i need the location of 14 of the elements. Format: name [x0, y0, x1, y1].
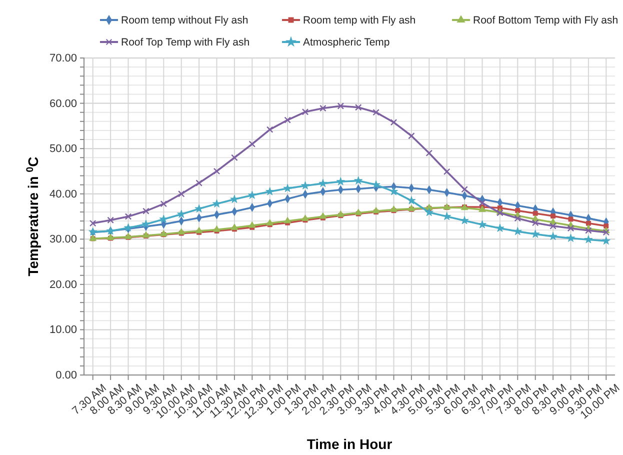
y-tick-label: 70.00	[49, 52, 77, 65]
legend-label: Room temp with Fly ash	[303, 14, 416, 27]
y-tick-label: 20.00	[49, 278, 77, 291]
y-tick-label: 30.00	[49, 234, 77, 246]
legend-label: Roof Top Temp with Fly ash	[121, 36, 250, 49]
legend-label: Room temp without Fly ash	[121, 14, 248, 27]
y-tick-label: 0.00	[56, 370, 77, 382]
legend-label: Atmospheric Temp	[303, 36, 390, 49]
y-tick-label: 10.00	[49, 324, 77, 336]
legend-label: Roof Bottom Temp with Fly ash	[473, 14, 618, 27]
y-tick-label: 40.00	[49, 188, 77, 200]
y-tick-label: 50.00	[49, 143, 77, 156]
y-tick-label: 60.00	[49, 98, 77, 110]
x-axis-title: Time in Hour	[306, 436, 393, 452]
